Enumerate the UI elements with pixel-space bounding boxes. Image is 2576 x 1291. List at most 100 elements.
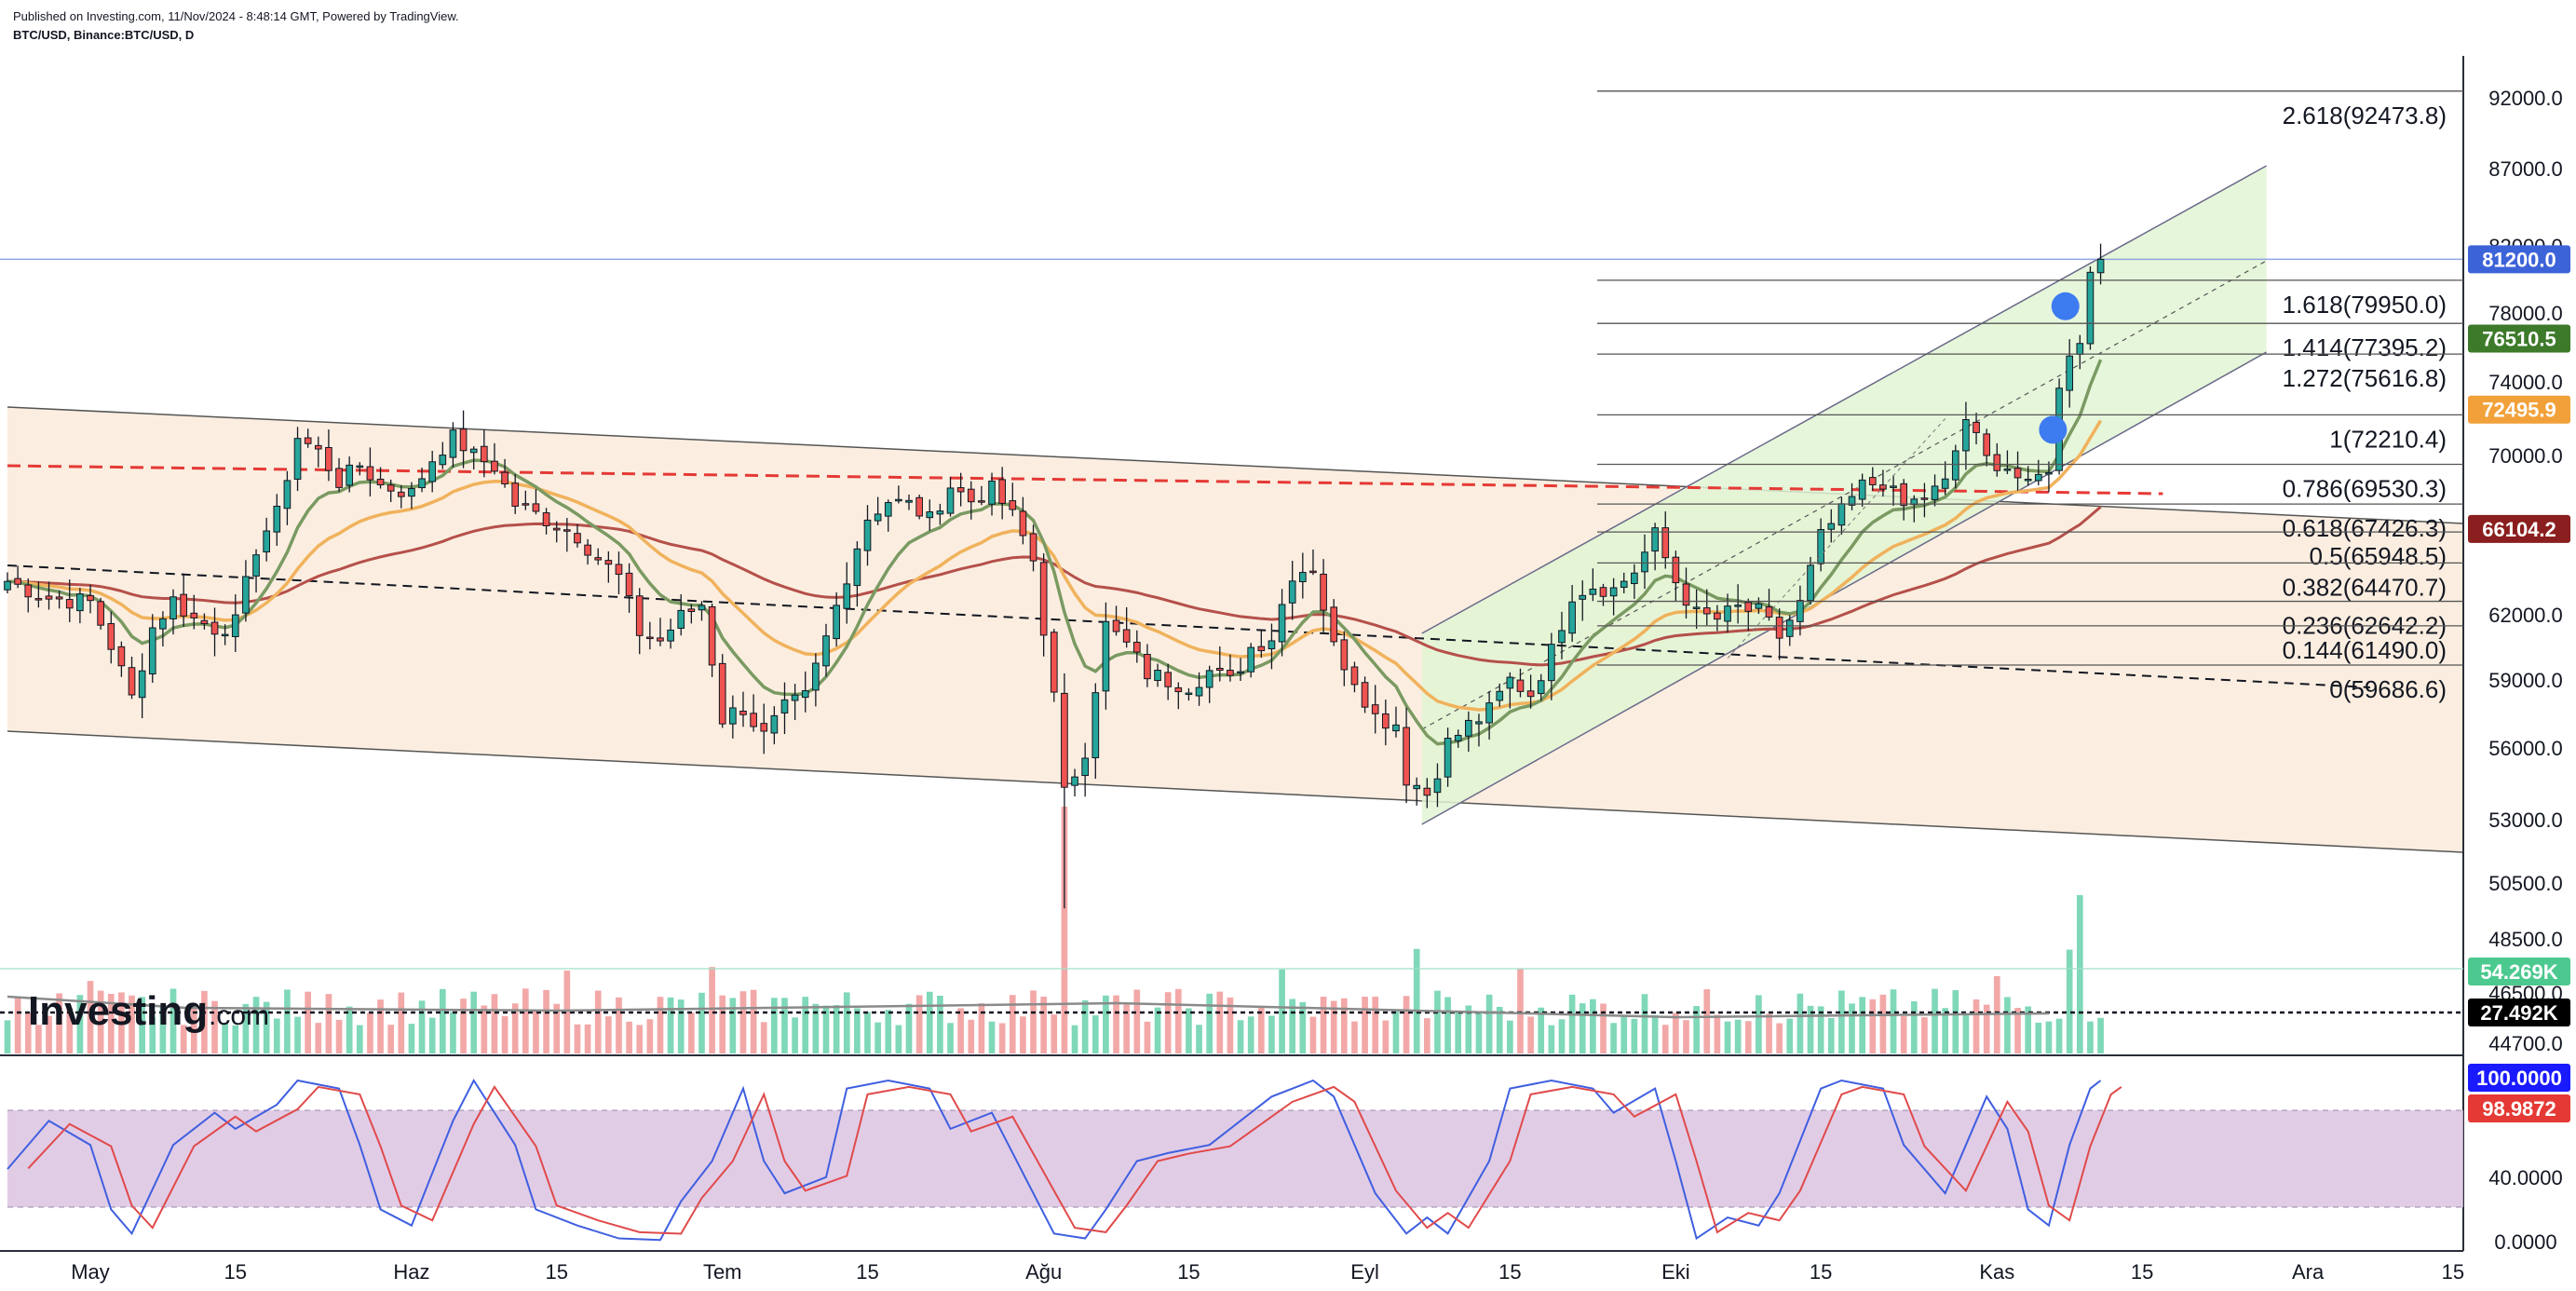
candle-body[interactable] (1734, 605, 1742, 607)
candle-body[interactable] (169, 596, 177, 619)
candle-body[interactable] (584, 544, 591, 556)
candle-body[interactable] (242, 576, 250, 614)
candle-body[interactable] (469, 448, 478, 454)
candle-body[interactable] (480, 445, 488, 463)
candle-body[interactable] (552, 527, 561, 531)
candle-body[interactable] (1755, 603, 1763, 609)
candle-body[interactable] (2024, 478, 2032, 482)
candle-body[interactable] (491, 460, 498, 472)
candle-body[interactable] (263, 530, 271, 553)
candle-body[interactable] (791, 694, 799, 701)
candle-body[interactable] (657, 637, 664, 642)
candle-body[interactable] (2096, 258, 2105, 274)
candle-body[interactable] (1433, 778, 1442, 794)
candle-body[interactable] (1983, 433, 1991, 456)
candle-body[interactable] (967, 488, 975, 503)
candle-body[interactable] (1029, 533, 1037, 562)
candle-body[interactable] (687, 608, 696, 612)
candle-body[interactable] (386, 484, 395, 492)
candle-body[interactable] (1848, 496, 1856, 506)
candle-body[interactable] (4, 580, 11, 591)
candle-body[interactable] (1651, 527, 1659, 552)
candle-body[interactable] (708, 605, 716, 666)
candle-body[interactable] (905, 499, 913, 503)
candle-body[interactable] (1019, 510, 1027, 537)
candle-body[interactable] (511, 482, 520, 507)
candle-body[interactable] (1122, 629, 1131, 643)
candle-body[interactable] (2045, 471, 2053, 475)
candle-body[interactable] (863, 519, 872, 551)
candle-body[interactable] (1744, 602, 1753, 612)
candle-body[interactable] (1920, 497, 1929, 500)
candle-body[interactable] (1237, 671, 1244, 674)
candle-body[interactable] (1320, 573, 1327, 611)
candle-body[interactable] (1465, 719, 1472, 737)
candle-body[interactable] (1081, 757, 1090, 777)
candle-body[interactable] (1371, 704, 1379, 714)
candle-body[interactable] (760, 723, 768, 732)
candle-body[interactable] (1298, 572, 1307, 583)
candle-body[interactable] (677, 609, 685, 629)
candle-body[interactable] (1702, 607, 1711, 615)
candle-body[interactable] (335, 468, 343, 488)
candle-body[interactable] (1268, 640, 1276, 650)
candle-body[interactable] (1506, 676, 1514, 689)
candle-body[interactable] (1039, 562, 1048, 636)
candle-body[interactable] (34, 598, 43, 601)
candle-body[interactable] (231, 614, 239, 638)
candle-body[interactable] (1858, 479, 1866, 500)
candle-body[interactable] (408, 488, 415, 497)
candle-body[interactable] (55, 596, 63, 600)
candle-body[interactable] (542, 512, 550, 526)
candle-body[interactable] (2003, 469, 2012, 471)
candle-body[interactable] (180, 593, 187, 617)
candle-body[interactable] (1537, 680, 1545, 695)
candle-body[interactable] (915, 496, 923, 517)
candle-body[interactable] (978, 500, 985, 503)
candle-body[interactable] (1526, 690, 1535, 698)
candle-body[interactable] (200, 619, 209, 625)
candle-body[interactable] (895, 498, 902, 502)
candle-body[interactable] (1392, 724, 1400, 732)
candle-body[interactable] (1350, 666, 1359, 686)
candle-body[interactable] (1288, 580, 1296, 604)
candle-body[interactable] (1050, 632, 1058, 693)
candle-body[interactable] (822, 635, 830, 667)
candle-body[interactable] (87, 594, 94, 602)
candle-body[interactable] (1247, 646, 1255, 673)
candle-body[interactable] (1589, 588, 1597, 595)
candle-body[interactable] (1962, 418, 1970, 452)
candle-body[interactable] (780, 699, 789, 713)
candle-body[interactable] (750, 713, 757, 727)
candle-body[interactable] (293, 438, 302, 480)
candle-body[interactable] (428, 461, 437, 482)
candle-body[interactable] (667, 629, 674, 642)
candle-body[interactable] (1796, 600, 1804, 622)
candle-body[interactable] (1837, 503, 1846, 526)
candle-body[interactable] (1931, 485, 1939, 500)
candle-body[interactable] (1132, 642, 1141, 653)
candle-body[interactable] (563, 529, 571, 532)
candle-body[interactable] (1423, 787, 1431, 796)
candle-body[interactable] (1599, 587, 1607, 597)
candle-body[interactable] (1195, 686, 1203, 697)
candle-body[interactable] (1620, 580, 1628, 588)
candle-body[interactable] (874, 513, 882, 522)
candle-body[interactable] (1061, 692, 1068, 788)
candle-body[interactable] (24, 584, 33, 598)
candle-body[interactable] (1661, 527, 1670, 559)
candle-body[interactable] (926, 511, 934, 519)
candle-body[interactable] (1672, 556, 1680, 584)
candle-body[interactable] (1900, 482, 1908, 507)
candle-body[interactable] (501, 471, 508, 485)
candle-body[interactable] (833, 605, 840, 640)
candle-body[interactable] (1516, 679, 1525, 692)
candle-body[interactable] (148, 627, 156, 675)
candle-body[interactable] (65, 599, 74, 609)
candle-body[interactable] (1413, 784, 1421, 790)
candle-body[interactable] (884, 502, 892, 517)
candle-body[interactable] (1174, 686, 1183, 693)
candle-body[interactable] (615, 564, 623, 576)
candle-body[interactable] (1868, 477, 1877, 485)
candle-body[interactable] (366, 466, 374, 481)
